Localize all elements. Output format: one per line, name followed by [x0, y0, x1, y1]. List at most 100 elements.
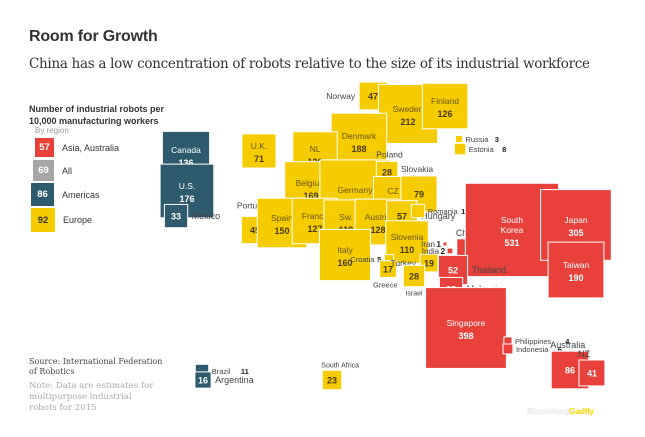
- country-name: Croatia: [350, 255, 375, 264]
- legend-label-asia: Asia, Australia: [62, 142, 120, 153]
- country-value: 160: [337, 258, 352, 268]
- country-square: [318, 228, 372, 282]
- country-name: Brazil: [212, 367, 231, 376]
- country-value: 8: [502, 145, 506, 154]
- country-argentina: Argentina 16: [194, 371, 254, 389]
- country-name: Norway: [326, 91, 356, 101]
- country-value: 16: [198, 376, 208, 386]
- country-value: 71: [254, 154, 264, 164]
- country-name: Singapore: [447, 318, 486, 328]
- country-greece: Greece 17: [373, 260, 398, 289]
- country-name: Austria: [365, 212, 392, 222]
- legend-swatch-americas: 86: [31, 183, 54, 206]
- country-name: Canada: [171, 145, 201, 155]
- country-value: 188: [351, 144, 366, 154]
- country-u-k: U.K. 71: [241, 133, 277, 169]
- country-name: Hungary: [421, 211, 456, 221]
- country-value: 41: [587, 369, 597, 379]
- country-south-africa: South Africa 23: [321, 362, 359, 391]
- country-value: 33: [171, 212, 181, 222]
- country-indonesia: Indonesia 6: [502, 343, 562, 355]
- legend-item-europe: 92 Europe: [31, 208, 92, 232]
- country-name: Israel: [405, 291, 423, 298]
- legend-label-americas: Americas: [62, 189, 100, 200]
- country-india: India 2: [422, 247, 454, 256]
- country-value: 79: [414, 190, 424, 200]
- country-value: 52: [448, 266, 458, 276]
- country-name: Japan: [564, 215, 587, 225]
- country-name: Slovakia: [401, 164, 433, 174]
- country-value: 3: [495, 135, 499, 144]
- country-name: Sweden: [393, 104, 424, 114]
- legend-swatch-asia: 57: [35, 138, 54, 157]
- country-name: Philippines: [515, 337, 552, 346]
- legend-item-americas: 86 Americas: [31, 183, 100, 206]
- country-square: [241, 133, 277, 169]
- country-square: [547, 241, 605, 299]
- country-value: 23: [327, 376, 337, 386]
- country-name: Slovenia: [391, 232, 424, 242]
- country-value: 305: [568, 228, 583, 238]
- country-value: 150: [274, 226, 289, 236]
- country-iran: Iran 1: [421, 240, 448, 249]
- legend-item-all: 69 All: [33, 160, 72, 181]
- country-name: Portugal: [237, 200, 269, 210]
- country-value: 212: [400, 117, 415, 127]
- country-value: 86: [565, 366, 575, 376]
- country-value: 4: [565, 337, 570, 346]
- country-value: 531: [504, 238, 519, 248]
- country-value: 398: [458, 331, 473, 341]
- country-square: [502, 343, 514, 355]
- country-name: NZ: [578, 349, 590, 359]
- country-name: NL: [310, 144, 321, 154]
- country-square: [410, 203, 426, 219]
- country-square: [425, 287, 507, 369]
- chart-subtitle: China has a low concentration of robots …: [29, 56, 590, 72]
- country-norway: Norway 47: [326, 81, 388, 111]
- country-sweden: Sweden 212: [378, 84, 438, 144]
- country-value: 19: [424, 259, 434, 269]
- country-name: Denmark: [342, 131, 377, 141]
- country-name: Mexico: [192, 211, 221, 221]
- country-name: Sw.: [339, 212, 353, 222]
- country-value: 190: [568, 273, 583, 283]
- country-square: [163, 203, 189, 229]
- country-value: 57: [397, 212, 407, 222]
- country-name: Taiwan: [563, 260, 590, 270]
- country-name: Romania: [428, 207, 459, 216]
- country-name: South Africa: [321, 362, 359, 369]
- country-name: South: [501, 215, 523, 225]
- country-name: Italy: [337, 245, 353, 255]
- country-square: [446, 247, 454, 255]
- country-value: 28: [409, 272, 419, 282]
- legend-swatch-all: 69: [33, 160, 54, 181]
- country-value: 11: [241, 367, 249, 376]
- country-nz: NZ 41: [578, 349, 606, 387]
- country-value: 176: [179, 194, 194, 204]
- country-value: 128: [370, 225, 385, 235]
- country-square: [379, 260, 397, 278]
- country-name: Finland: [431, 96, 459, 106]
- country-value: 1: [437, 240, 442, 249]
- country-italy: Italy 160: [318, 228, 372, 282]
- country-value: 127: [307, 224, 322, 234]
- country-singapore: Singapore 398: [425, 287, 507, 369]
- country-square: [578, 359, 606, 387]
- country-square: [442, 241, 448, 247]
- legend-label-all: All: [62, 165, 73, 176]
- country-estonia: Estonia 8: [453, 142, 506, 156]
- brand-bloomberg: Bloomberg: [527, 406, 570, 416]
- country-square: [402, 264, 426, 288]
- country-name: Poland: [376, 149, 403, 159]
- country-taiwan: Taiwan 190: [547, 241, 605, 299]
- country-value: 45: [250, 226, 260, 236]
- chart-title: Room for Growth: [29, 28, 158, 45]
- country-slovenia: Slovenia 110: [385, 220, 429, 264]
- country-name: Germany: [338, 185, 374, 195]
- country-square: [455, 135, 463, 143]
- country-name: Greece: [373, 280, 398, 289]
- brand-gadfly: Gadfly: [569, 406, 594, 416]
- legend-title: By region: [35, 126, 69, 135]
- country-name: Estonia: [469, 145, 495, 154]
- country-value: 2: [441, 247, 446, 256]
